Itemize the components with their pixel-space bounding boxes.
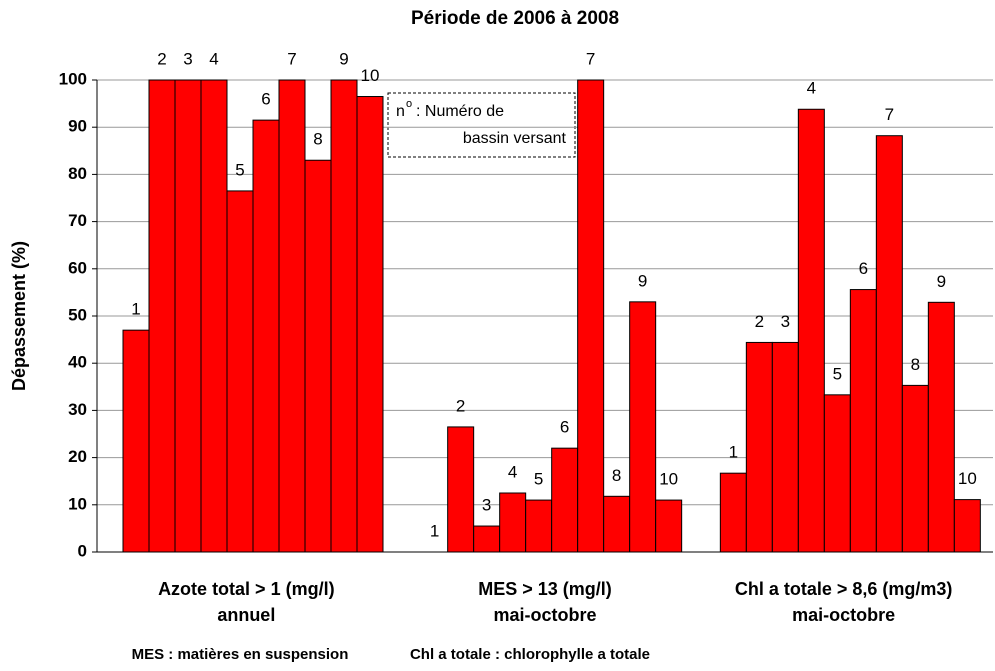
bar-label: 3 — [781, 312, 790, 331]
bar — [927, 301, 955, 553]
bar-label: 1 — [430, 521, 439, 540]
bar-label: 9 — [937, 272, 946, 291]
bar — [447, 426, 475, 553]
footnote: Chl a totale : chlorophylle a totale — [410, 646, 650, 663]
bar — [719, 472, 747, 553]
bar — [849, 289, 877, 553]
bar — [823, 394, 851, 553]
bar — [226, 190, 254, 553]
bar — [278, 79, 306, 553]
x-category-label: mai-octobre — [493, 605, 596, 625]
y-tick-label: 100 — [59, 69, 87, 88]
annotation-text: bassin versant — [463, 130, 567, 147]
bar-label: 6 — [560, 418, 569, 437]
bar-label: 9 — [638, 271, 647, 290]
bar — [655, 499, 683, 553]
bar-label: 6 — [859, 259, 868, 278]
bar-label: 1 — [729, 443, 738, 462]
y-tick-label: 90 — [68, 117, 87, 136]
footnote: MES : matières en suspension — [132, 646, 349, 663]
bar-label: 2 — [157, 49, 166, 68]
bar — [252, 119, 280, 553]
bar — [148, 79, 176, 553]
bar-label: 8 — [612, 466, 621, 485]
bar-label: 9 — [339, 49, 348, 68]
x-category-label: Chl a totale > 8,6 (mg/m3) — [735, 579, 953, 599]
bar-label: 8 — [911, 355, 920, 374]
bar-label: 2 — [456, 396, 465, 415]
bar — [901, 384, 929, 553]
bar — [200, 79, 228, 553]
bar — [771, 341, 799, 553]
bar-label: 8 — [313, 130, 322, 149]
bar — [122, 329, 150, 553]
y-tick-label: 20 — [68, 447, 87, 466]
x-category-label: mai-octobre — [792, 605, 895, 625]
x-category-label: Azote total > 1 (mg/l) — [158, 579, 335, 599]
y-tick-label: 30 — [68, 400, 87, 419]
bar — [551, 447, 579, 553]
bar — [603, 495, 631, 553]
bar-label: 10 — [659, 470, 678, 489]
bar-label: 4 — [209, 49, 218, 68]
annotation-symbol: n — [396, 103, 405, 120]
chart-title: Période de 2006 à 2008 — [411, 8, 619, 29]
bar-label: 7 — [586, 49, 595, 68]
bar-label: 10 — [361, 66, 380, 85]
bar — [356, 96, 384, 553]
y-tick-label: 10 — [68, 494, 87, 513]
bar — [330, 79, 358, 553]
bar — [473, 525, 501, 553]
bar-label: 4 — [508, 462, 517, 481]
bar — [797, 108, 825, 553]
y-tick-label: 70 — [68, 211, 87, 230]
bar-label: 4 — [807, 79, 816, 98]
y-tick-label: 60 — [68, 258, 87, 277]
bar-label: 2 — [755, 312, 764, 331]
annotation-superscript: o — [406, 98, 412, 110]
bar — [525, 499, 553, 553]
bar — [745, 341, 773, 553]
bar-label: 6 — [261, 90, 270, 109]
x-category-label: MES > 13 (mg/l) — [478, 579, 612, 599]
bar-label: 3 — [183, 49, 192, 68]
x-category-label: annuel — [217, 605, 275, 625]
bar — [953, 499, 981, 553]
y-tick-label: 50 — [68, 305, 87, 324]
bar — [499, 492, 527, 553]
bar-label: 7 — [885, 105, 894, 124]
bar — [629, 301, 657, 553]
annotation-box — [387, 92, 576, 158]
bar-label: 5 — [235, 160, 244, 179]
bar-label: 5 — [534, 470, 543, 489]
y-tick-label: 80 — [68, 164, 87, 183]
bar — [577, 79, 605, 553]
bar-label: 10 — [958, 469, 977, 488]
bar-label: 3 — [482, 496, 491, 515]
bar-label: 7 — [287, 49, 296, 68]
bar-label: 1 — [131, 300, 140, 319]
annotation-text: : Numéro de — [416, 103, 504, 120]
y-axis-label: Dépassement (%) — [9, 241, 29, 391]
bar — [174, 79, 202, 553]
bar — [304, 159, 332, 553]
bar — [875, 135, 903, 553]
y-tick-label: 40 — [68, 353, 87, 372]
y-tick-label: 0 — [78, 541, 87, 560]
bar-label: 5 — [833, 364, 842, 383]
